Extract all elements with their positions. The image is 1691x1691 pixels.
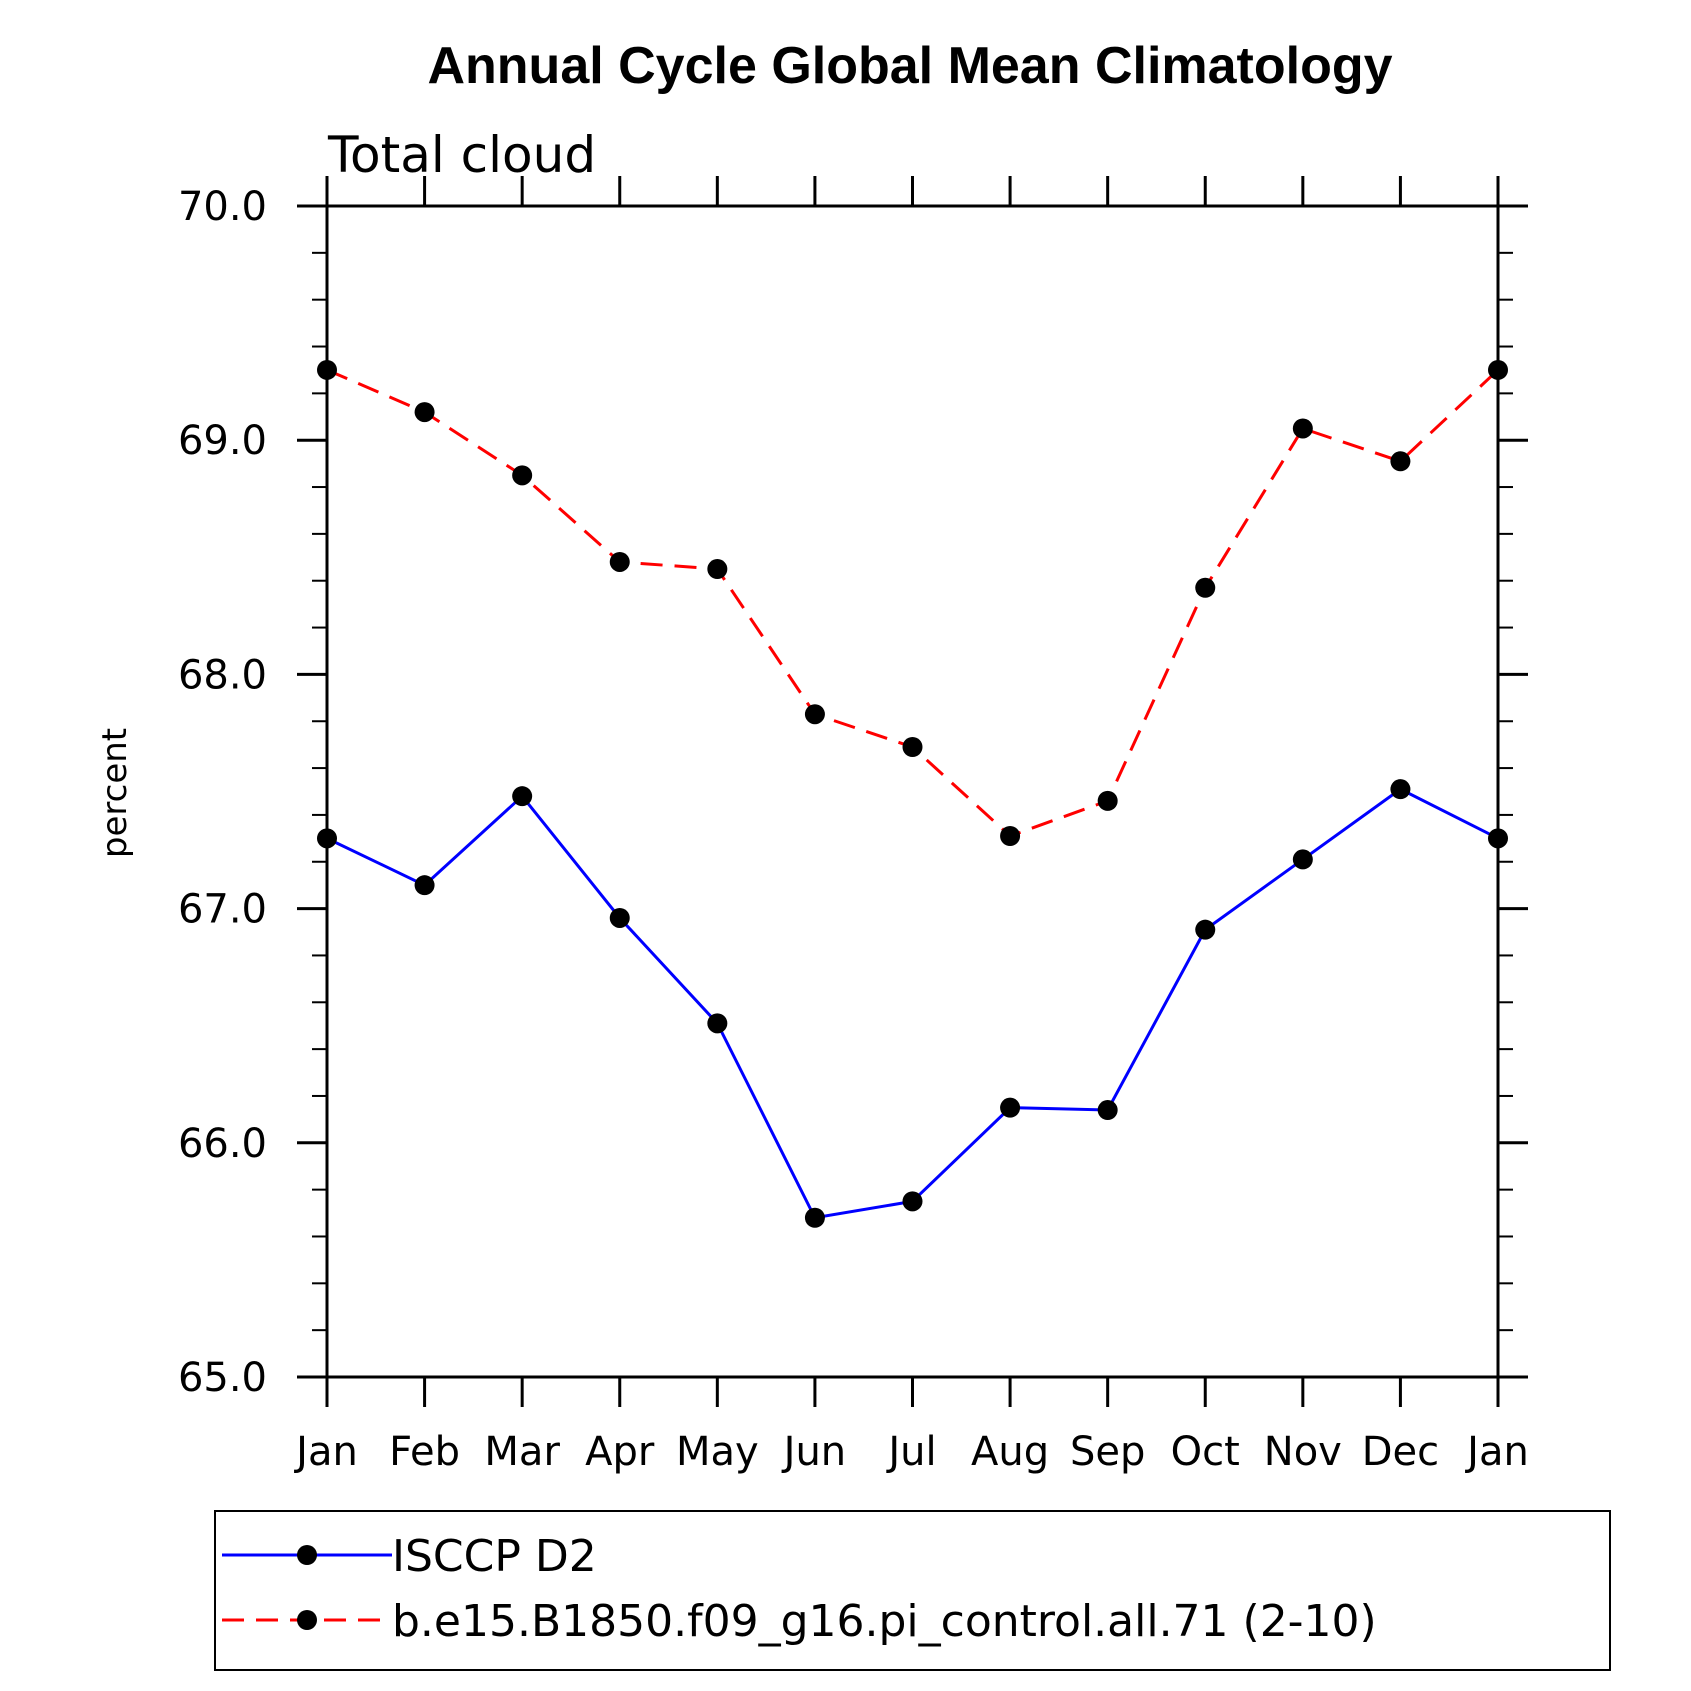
data-point-series-0 — [804, 1207, 825, 1228]
x-tick-label: Mar — [484, 1429, 560, 1475]
x-tick-label: Dec — [1362, 1429, 1439, 1475]
data-point-series-1 — [902, 737, 923, 758]
y-tick-label: 65.0 — [178, 1355, 267, 1401]
axis-layer: Jan Feb Mar Apr May Jun Jul Aug Sep Oct Nov Dec Jan 6… — [178, 176, 1529, 1475]
data-point-series-0 — [414, 875, 435, 896]
y-tick-label: 68.0 — [178, 652, 267, 698]
x-tick-label: Aug — [971, 1429, 1049, 1475]
data-point-series-1 — [804, 704, 825, 725]
data-point-series-1 — [1195, 577, 1216, 598]
x-tick-label: Feb — [389, 1429, 460, 1475]
x-tick-label: Apr — [585, 1429, 655, 1475]
legend-box — [214, 1510, 1611, 1671]
x-tick-label: Jun — [781, 1429, 847, 1475]
data-point-series-1 — [512, 465, 533, 486]
y-tick-label: 67.0 — [178, 887, 267, 933]
data-point-series-0 — [902, 1191, 923, 1212]
data-point-series-1 — [414, 402, 435, 423]
x-tick-label: May — [676, 1429, 759, 1475]
legend-marker — [297, 1610, 317, 1630]
data-point-series-0 — [1195, 919, 1216, 940]
data-point-series-1 — [1097, 790, 1118, 811]
chart-title: Annual Cycle Global Mean Climatology — [427, 37, 1392, 95]
data-point-series-0 — [1000, 1097, 1021, 1118]
data-point-series-0 — [707, 1013, 728, 1034]
data-point-series-0 — [1390, 779, 1411, 800]
data-point-series-0 — [609, 907, 630, 928]
x-tick-label: Jul — [885, 1429, 936, 1475]
x-tick-label: Sep — [1070, 1429, 1145, 1475]
legend-label: b.e15.B1850.f09_g16.pi_control.all.71 (2… — [392, 1596, 1377, 1647]
legend-marker — [297, 1545, 317, 1565]
y-tick-label: 69.0 — [178, 418, 267, 464]
data-point-series-1 — [707, 559, 728, 580]
x-tick-label: Oct — [1171, 1429, 1240, 1475]
legend: ISCCP D2 b.e15.B1850.f09_g16.pi_control.a… — [214, 1510, 1611, 1671]
y-tick-label: 70.0 — [178, 184, 267, 230]
series-layer — [317, 359, 1508, 1228]
legend-label: ISCCP D2 — [392, 1531, 597, 1582]
y-axis-label: percent — [95, 728, 135, 858]
data-point-series-1 — [609, 551, 630, 572]
data-point-series-1 — [1390, 451, 1411, 472]
data-point-series-1 — [1292, 418, 1313, 439]
legend-entries: ISCCP D2 b.e15.B1850.f09_g16.pi_control.a… — [222, 1531, 1377, 1647]
y-tick-label: 66.0 — [178, 1121, 267, 1167]
chart-subtitle: Total cloud — [327, 126, 596, 184]
series-line-0 — [326, 787, 1499, 1220]
x-tick-label: Jan — [1464, 1429, 1529, 1475]
x-tick-label: Jan — [293, 1429, 358, 1475]
data-point-series-1 — [1000, 825, 1021, 846]
data-point-series-0 — [1097, 1100, 1118, 1121]
series-line-1 — [326, 368, 1500, 838]
data-point-series-0 — [1292, 849, 1313, 870]
x-tick-label: Nov — [1264, 1429, 1342, 1475]
data-point-series-0 — [512, 786, 533, 807]
